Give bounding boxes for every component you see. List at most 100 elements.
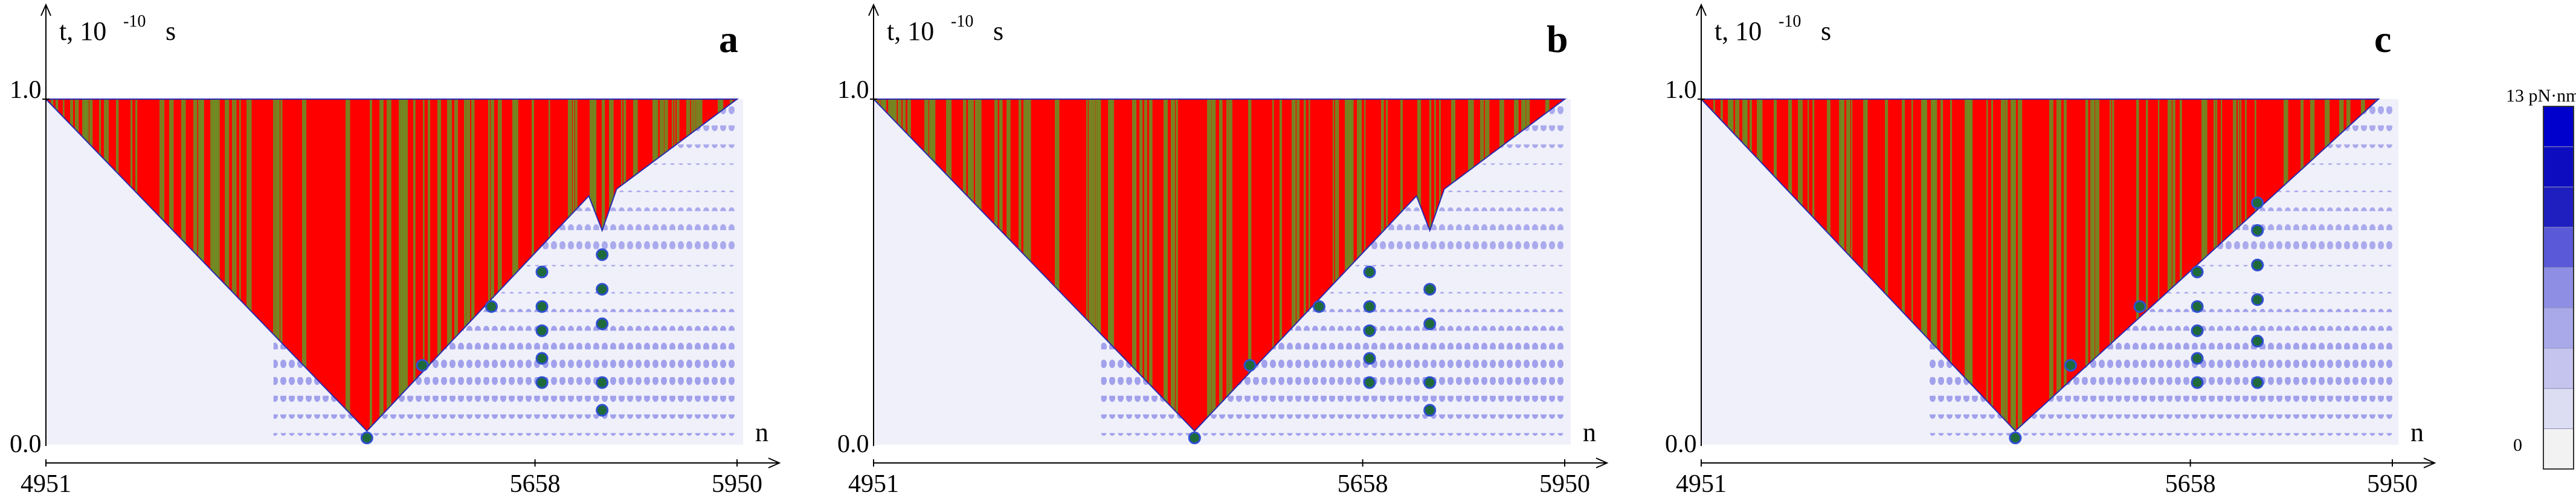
cone-stripe — [1965, 99, 1969, 432]
colorbar-cell — [2543, 388, 2574, 429]
cone-stripe — [1933, 99, 1937, 432]
cone-stripe — [2110, 99, 2111, 432]
cone-stripe — [488, 99, 490, 432]
cone-stripe — [2085, 99, 2088, 432]
cone-stripe — [1309, 99, 1310, 432]
cone-stripe — [1212, 99, 1216, 432]
colorbar-cell — [2543, 186, 2574, 228]
cone-stripe — [1902, 99, 1905, 432]
colorbar: 13 pN·nm 0 — [2506, 86, 2576, 470]
cone-stripe — [401, 99, 405, 432]
cone-stripe — [1931, 99, 1935, 432]
y-tick-label: 1.0 — [10, 76, 42, 104]
cone-stripe — [249, 99, 252, 432]
cone-region — [1701, 99, 2379, 432]
panel-c: 0.0 1.0 4951 5658 5950 t, 10 -10 s n c — [1665, 3, 2436, 498]
x-tick-label: 4951 — [21, 470, 71, 498]
cone-stripe — [1091, 99, 1096, 432]
x-tick-label: 5950 — [1539, 470, 1590, 498]
cone-stripe — [1108, 99, 1112, 432]
colorbar-max-label: 13 pN·nm — [2506, 86, 2576, 106]
panel-label: b — [1547, 18, 1568, 60]
x-tick-label: 5658 — [2165, 470, 2216, 498]
cone-stripe — [382, 99, 384, 432]
ripple-band — [1322, 239, 1565, 250]
cone-stripe — [213, 99, 217, 432]
data-point — [596, 283, 609, 296]
cone-stripe — [500, 99, 502, 432]
data-point — [535, 352, 549, 365]
x-axis-label: n — [2410, 418, 2424, 447]
colorbar-cell — [2543, 428, 2574, 470]
data-point — [2191, 300, 2204, 313]
x-tick-label: 5658 — [510, 470, 561, 498]
ripple-band — [1364, 201, 1565, 212]
ripple-band — [273, 414, 737, 424]
cone-stripe — [225, 99, 228, 432]
cone-stripe — [423, 99, 425, 432]
cone-stripe — [1226, 99, 1229, 432]
y-axis-label-exponent: -10 — [1779, 12, 1801, 31]
cone-stripe — [1219, 99, 1223, 432]
data-point — [2191, 376, 2204, 389]
data-point — [2191, 324, 2204, 337]
x-axis-arrow — [1596, 458, 1609, 468]
cone-stripe — [234, 99, 237, 432]
ripple-band — [273, 433, 737, 443]
y-axis-label: t, 10 — [887, 16, 934, 46]
cone-stripe — [1924, 99, 1928, 432]
data-point — [2251, 259, 2264, 272]
cone-stripe — [454, 99, 459, 432]
cone-stripe — [1967, 99, 1972, 432]
data-point — [1423, 376, 1437, 389]
x-tick-label: 5658 — [1338, 470, 1388, 498]
cone-stripe — [471, 99, 475, 432]
x-axis-label: n — [755, 418, 768, 447]
data-point — [2251, 196, 2264, 210]
data-point — [1363, 352, 1376, 365]
data-point — [2251, 293, 2264, 306]
cone-stripe — [498, 99, 500, 432]
cone-stripe — [302, 99, 307, 432]
cone-stripe — [232, 99, 234, 432]
ripple-band — [1928, 414, 2392, 424]
data-point — [535, 265, 549, 279]
cone-stripe — [1986, 99, 1988, 432]
data-point — [1188, 432, 1201, 445]
colorbar-cell — [2543, 106, 2574, 147]
colorbar-cell — [2543, 146, 2574, 187]
data-point — [1363, 324, 1376, 337]
cone-stripe — [2013, 99, 2017, 432]
cone-stripe — [275, 99, 280, 432]
cone-stripe — [1110, 99, 1115, 432]
cone-stripe — [1176, 99, 1178, 432]
cone-stripe — [1272, 99, 1274, 432]
y-axis-label-unit: s — [1821, 16, 1831, 46]
data-point — [2191, 265, 2204, 279]
x-tick-label: 5950 — [712, 470, 762, 498]
cone-stripe — [2011, 99, 2015, 432]
cone-stripe — [1940, 99, 1943, 432]
data-point — [416, 358, 429, 372]
cone-stripe — [1098, 99, 1101, 432]
ripple-band — [1928, 433, 2392, 443]
y-axis-label-exponent: -10 — [951, 12, 973, 31]
data-point — [535, 300, 549, 313]
y-axis-label: t, 10 — [1715, 16, 1762, 46]
data-point — [596, 317, 609, 331]
data-point — [2191, 352, 2204, 365]
cone-stripe — [2056, 99, 2061, 432]
y-tick-label: 0.0 — [837, 430, 869, 458]
cone-stripe — [1171, 99, 1175, 432]
cone-stripe — [2136, 99, 2139, 432]
data-point — [360, 432, 373, 445]
cone-stripe — [379, 99, 383, 432]
cone-stripe — [1885, 99, 1889, 432]
cone-stripe — [2064, 99, 2067, 432]
cone-edge — [44, 99, 739, 432]
cone-edge — [872, 99, 1567, 432]
cone-stripe — [515, 99, 518, 432]
colorbar-cell — [2543, 348, 2574, 389]
ripple-band — [1101, 433, 1565, 443]
